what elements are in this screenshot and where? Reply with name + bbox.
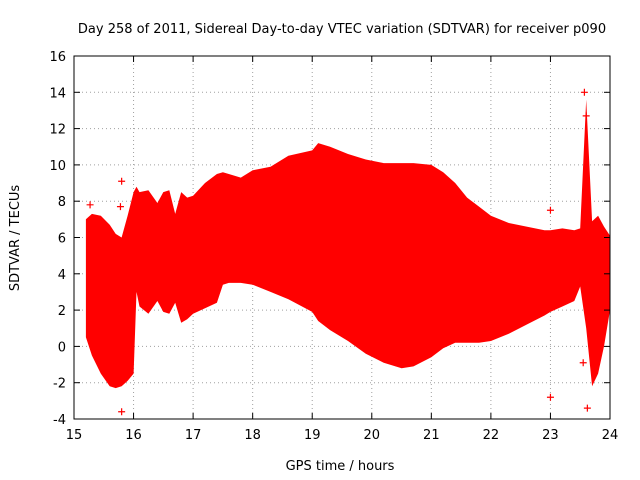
y-tick-label: 16: [49, 50, 66, 65]
series-area: [85, 99, 610, 389]
y-tick-label: 12: [49, 123, 66, 138]
outlier-point: [582, 112, 590, 120]
y-tick-label: -2: [53, 377, 66, 392]
chart-title: Day 258 of 2011, Sidereal Day-to-day VTE…: [78, 22, 606, 37]
x-tick-label: 21: [423, 428, 440, 443]
y-axis-label: SDTVAR / TECUs: [8, 185, 23, 292]
outlier-point: [579, 359, 587, 367]
y-tick-label: 6: [58, 232, 66, 247]
series-band: [85, 99, 610, 389]
y-tick-label: 4: [58, 268, 66, 283]
y-tick-label: 2: [58, 304, 66, 319]
x-tick-label: 19: [304, 428, 321, 443]
x-tick-label: 20: [364, 428, 381, 443]
y-tick-label: 0: [58, 340, 66, 355]
outlier-points: [86, 88, 591, 416]
x-tick-label: 24: [602, 428, 619, 443]
x-tick-label: 16: [125, 428, 142, 443]
x-axis-label: GPS time / hours: [286, 459, 395, 474]
x-tick-label: 23: [542, 428, 559, 443]
x-tick-label: 18: [244, 428, 261, 443]
outlier-point: [546, 206, 554, 214]
outlier-point: [583, 404, 591, 412]
y-tick-label: 10: [49, 159, 66, 174]
y-tick-label: -4: [53, 413, 66, 428]
x-tick-label: 15: [66, 428, 83, 443]
outlier-point: [546, 393, 554, 401]
x-tick-label: 22: [483, 428, 500, 443]
outlier-point: [580, 88, 588, 96]
outlier-point: [116, 203, 124, 211]
outlier-point: [118, 177, 126, 185]
outlier-point: [86, 201, 94, 209]
x-tick-label: 17: [185, 428, 202, 443]
y-tick-label: 8: [58, 195, 66, 210]
outlier-point: [118, 408, 126, 416]
y-tick-label: 14: [49, 86, 66, 101]
